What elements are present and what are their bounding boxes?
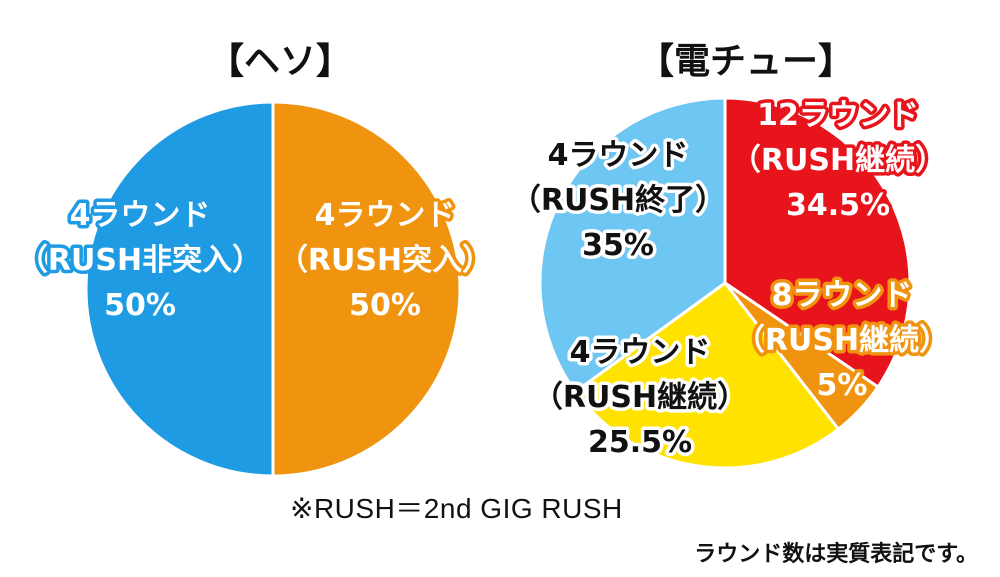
slice-label-text: 35% — [582, 228, 654, 263]
slice-label-text: （RUSH終了） — [511, 183, 725, 218]
slice-label-text: 25.5% — [588, 425, 692, 460]
pie-slice — [84, 100, 275, 478]
pie-slice — [723, 96, 912, 390]
footnote: ※RUSH＝2nd GIG RUSH — [290, 493, 623, 524]
chart-title-denchu: 【電チュー】 — [638, 41, 855, 82]
chart-title-heso: 【ヘソ】 — [208, 41, 353, 82]
slice-label-outline: 4ラウンド — [548, 138, 689, 173]
slice-label-outline: （RUSH継続） — [735, 323, 949, 358]
slice-label-outline: 35% — [582, 228, 654, 263]
slice-label-outline: 25.5% — [588, 425, 692, 460]
slice-label-text: （RUSH継続） — [533, 380, 747, 415]
slice-label-outline: （RUSH継続） — [533, 380, 747, 415]
slice-label-text: 34.5% — [786, 188, 890, 223]
slice-label-outline: 4ラウンド — [315, 198, 456, 233]
slice-label-outline: 5% — [817, 368, 868, 403]
slice-label-text: （RUSH非突入） — [18, 243, 262, 278]
slice-label-text: （RUSH継続） — [735, 323, 949, 358]
slice-label-text: 8ラウンド — [772, 278, 913, 313]
slice-label-text: 4ラウンド — [570, 335, 711, 370]
slice-label-outline: 8ラウンド — [772, 278, 913, 313]
slice-label-outline: 4ラウンド — [70, 198, 211, 233]
slice-label-outline: （RUSH継続） — [731, 143, 945, 178]
slice-label-text: 4ラウンド — [70, 198, 211, 233]
slice-label-text: 50% — [104, 288, 176, 323]
slice-label-outline: 34.5% — [786, 188, 890, 223]
slice-label-outline: 50% — [349, 288, 421, 323]
pie-slice — [573, 280, 841, 470]
slice-label-text: （RUSH突入） — [278, 243, 492, 278]
slice-label-text: 50% — [349, 288, 421, 323]
pie-denchu: 12ラウンド12ラウンド（RUSH継続）（RUSH継続）34.5%34.5%8ラ… — [507, 95, 953, 470]
slice-label-text: 12ラウンド — [757, 98, 919, 133]
round-note: ラウンド数は実質表記です。 — [694, 542, 978, 567]
slice-label-outline: 50% — [104, 288, 176, 323]
slice-label-text: 5% — [817, 368, 868, 403]
slice-label-text: 4ラウンド — [548, 138, 689, 173]
slice-label-outline: （RUSH突入） — [278, 243, 492, 278]
pie-slice — [538, 96, 727, 394]
slice-label-outline: （RUSH非突入） — [18, 243, 262, 278]
slice-label-text: 4ラウンド — [315, 198, 456, 233]
slice-label-outline: 4ラウンド — [570, 335, 711, 370]
pie-heso: 4ラウンド4ラウンド（RUSH非突入）（RUSH非突入）50%50%4ラウンド4… — [14, 100, 496, 478]
slice-label-outline: （RUSH終了） — [511, 183, 725, 218]
slice-label-outline: 12ラウンド — [757, 98, 919, 133]
pie-slice — [271, 100, 462, 478]
slice-label-text: （RUSH継続） — [731, 143, 945, 178]
